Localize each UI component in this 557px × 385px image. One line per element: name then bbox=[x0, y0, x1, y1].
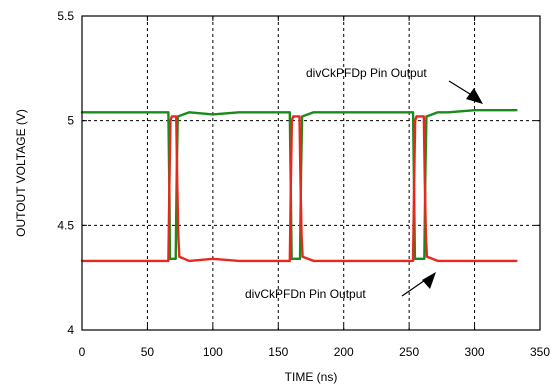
y-tick-label: 5 bbox=[67, 114, 74, 128]
x-tick-label: 100 bbox=[203, 345, 223, 359]
y-axis-title: OUTOUT VOLTAGE (V) bbox=[14, 109, 28, 237]
x-tick-label: 350 bbox=[530, 345, 550, 359]
y-tick-labels: 4 4.5 5 5.5 bbox=[57, 9, 74, 337]
grid-lines bbox=[82, 16, 540, 330]
annotation-p-label: divCkPFDp Pin Output bbox=[306, 66, 427, 80]
x-tick-label: 0 bbox=[79, 345, 86, 359]
plot-frame bbox=[81, 15, 541, 331]
axis-ticks bbox=[81, 15, 541, 331]
series-line-1 bbox=[80, 115, 518, 263]
x-tick-label: 150 bbox=[268, 345, 288, 359]
annotation-n-arrow-head bbox=[422, 272, 436, 289]
y-tick-label: 5.5 bbox=[57, 9, 74, 23]
x-tick-label: 50 bbox=[141, 345, 155, 359]
annotation-p-arrow bbox=[448, 80, 483, 104]
x-tick-label: 300 bbox=[465, 345, 485, 359]
x-axis-title: TIME (ns) bbox=[285, 370, 338, 384]
y-tick-label: 4.5 bbox=[57, 218, 74, 232]
annotation-n-arrow bbox=[401, 272, 436, 297]
x-tick-label: 250 bbox=[399, 345, 419, 359]
y-tick-label: 4 bbox=[67, 323, 74, 337]
annotation-p-arrow-head bbox=[466, 88, 483, 104]
annotation-n-label: divCkPFDn Pin Output bbox=[245, 287, 366, 301]
x-tick-label: 200 bbox=[334, 345, 354, 359]
series-layer bbox=[80, 108, 518, 263]
x-tick-labels: 0 50 100 150 200 250 300 350 bbox=[79, 345, 551, 359]
